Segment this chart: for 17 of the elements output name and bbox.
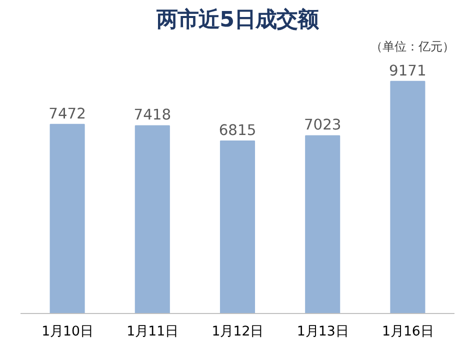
x-tick-label: 1月11日 xyxy=(126,324,178,340)
data-label: 7472 xyxy=(48,105,86,122)
x-tick-label: 1月16日 xyxy=(382,324,434,340)
bar xyxy=(305,135,340,314)
data-label: 7023 xyxy=(304,116,342,134)
bar xyxy=(390,80,426,314)
x-tick-label: 1月10日 xyxy=(42,324,94,340)
x-tick-label: 1月12日 xyxy=(212,324,264,340)
data-label: 7418 xyxy=(134,106,172,124)
data-label: 6815 xyxy=(218,122,256,139)
bar xyxy=(50,124,85,314)
bar xyxy=(220,140,256,314)
bar xyxy=(134,125,170,314)
data-label: 9171 xyxy=(389,62,426,80)
x-tick-label: 1月13日 xyxy=(296,324,348,340)
text: （单位：亿元） xyxy=(370,40,454,54)
chart-title: 两市近5日成交额 xyxy=(156,8,320,32)
